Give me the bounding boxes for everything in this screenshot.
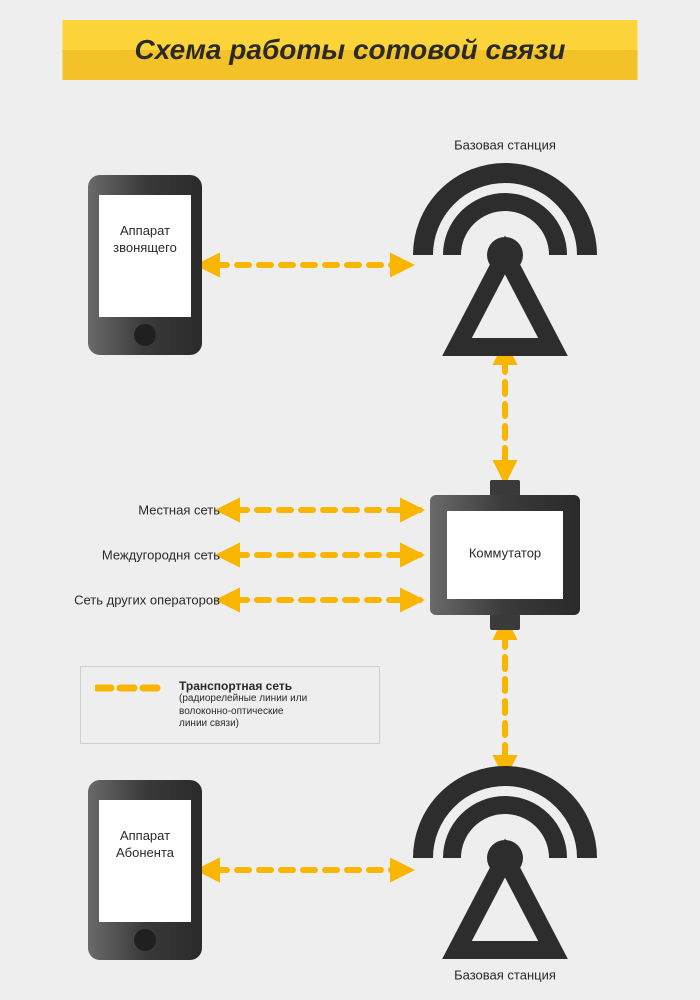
- legend-box: Транспортная сеть (радиорелейные линии и…: [80, 666, 380, 744]
- label-net-other: Сеть других операторов: [74, 593, 220, 608]
- label-phone-subscriber: АппаратАбонента: [116, 828, 174, 862]
- phone-caller-icon: [88, 175, 202, 355]
- label-net-longdist: Междугородня сеть: [102, 548, 220, 563]
- title-banner: Схема работы сотовой связи: [63, 20, 638, 80]
- label-net-local: Местная сеть: [138, 503, 220, 518]
- label-base-station-top: Базовая станция: [454, 138, 556, 153]
- legend-dash-icon: [95, 683, 167, 693]
- title-text: Схема работы сотовой связи: [135, 34, 566, 66]
- legend-title: Транспортная сеть: [179, 679, 307, 693]
- legend-subtitle: (радиорелейные линии иливолоконно-оптиче…: [179, 693, 307, 731]
- phone-subscriber-icon: [88, 780, 202, 960]
- label-base-station-bottom: Базовая станция: [454, 968, 556, 983]
- diagram-canvas: [0, 0, 700, 1000]
- label-phone-caller: Аппаратзвонящего: [113, 223, 177, 257]
- base-station-bottom-icon: [423, 776, 587, 950]
- label-switch: Коммутатор: [469, 546, 541, 561]
- connectors: [215, 265, 505, 870]
- legend-text: Транспортная сеть (радиорелейные линии и…: [179, 679, 307, 731]
- base-station-top-icon: [423, 173, 587, 347]
